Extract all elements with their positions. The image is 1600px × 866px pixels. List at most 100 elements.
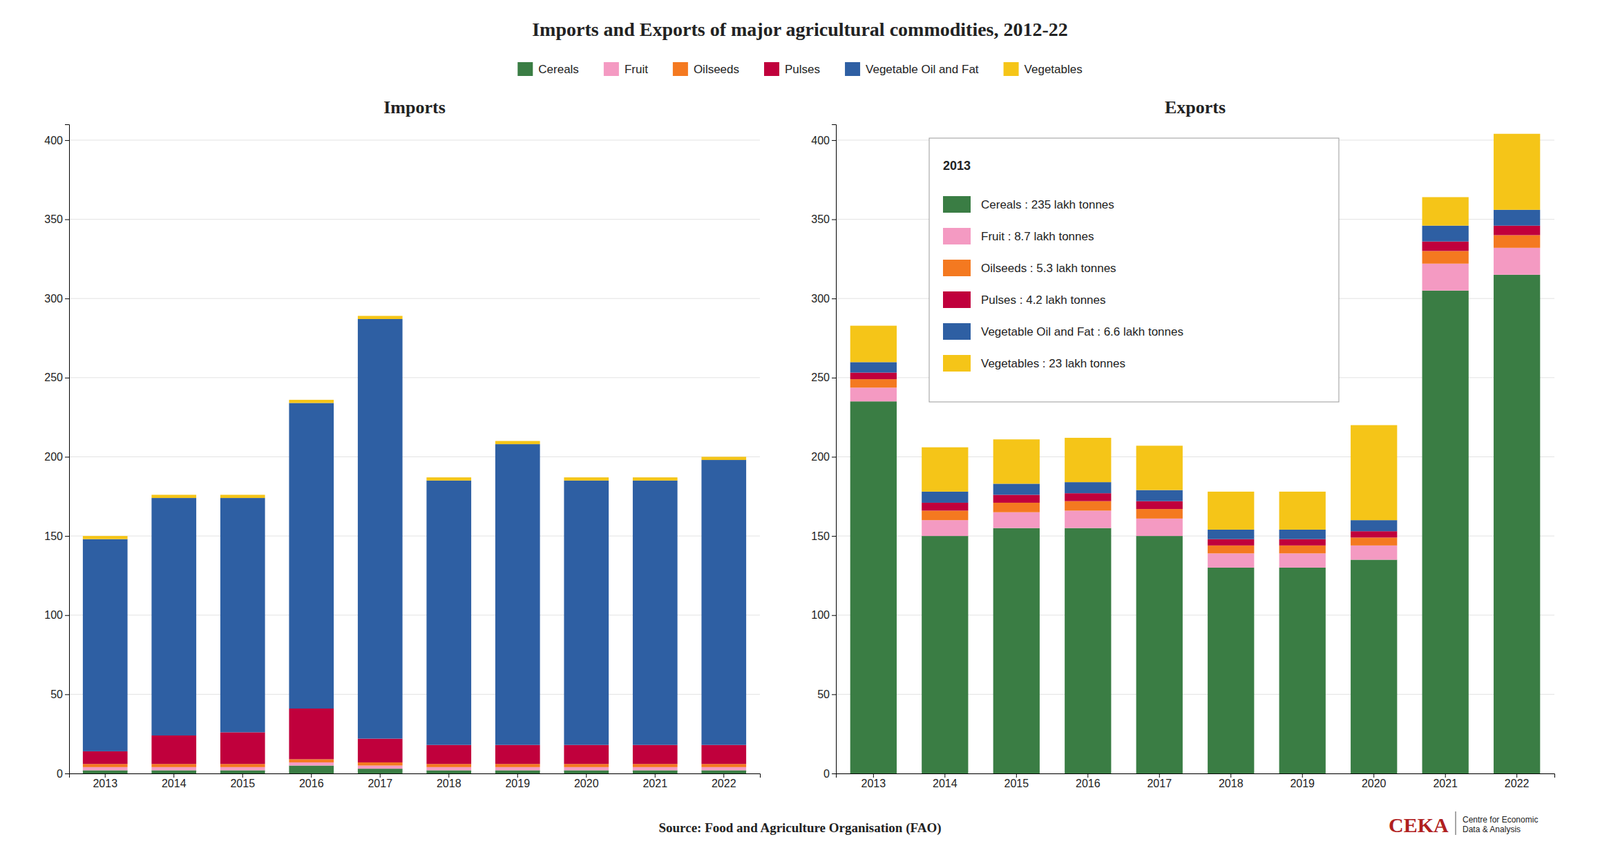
y-tick: 250	[811, 371, 836, 384]
bar	[151, 494, 197, 499]
bar	[563, 745, 609, 765]
legend-label: Oilseeds	[693, 62, 740, 76]
y-tick-mark	[831, 694, 836, 695]
legend: CerealsFruitOilseedsPulsesVegetable Oil …	[517, 62, 1082, 76]
bar	[288, 759, 334, 763]
annotation-item: Vegetables : 23 lakh tonnes	[981, 357, 1126, 371]
legend-item: Pulses	[764, 62, 821, 76]
bar	[632, 745, 678, 765]
bar	[701, 745, 747, 765]
y-tick-label: 350	[811, 213, 830, 226]
bar	[1350, 425, 1397, 521]
x-tick-label: 2019	[1289, 777, 1315, 790]
y-tick: 150	[811, 530, 836, 543]
bar	[357, 739, 403, 763]
legend-item: Oilseeds	[672, 62, 740, 76]
x-tick-label: 2015	[230, 777, 255, 790]
x-tick: 2022	[1504, 773, 1530, 790]
y-tick-label: 50	[50, 688, 63, 701]
y-tick-label: 400	[44, 134, 63, 147]
bar	[1207, 539, 1254, 546]
y-tick: 0	[823, 768, 836, 780]
bar	[993, 512, 1040, 529]
bar	[495, 745, 541, 765]
y-tick: 400	[44, 134, 70, 147]
x-tick-label: 2017	[367, 777, 393, 790]
legend-label: Vegetables	[1024, 62, 1083, 76]
bar	[1136, 445, 1183, 490]
y-axis: 050100150200250300350400	[44, 125, 70, 780]
annotation-header: 2013	[943, 158, 971, 173]
y-tick-label: 50	[817, 688, 830, 701]
x-tick-label: 2014	[932, 777, 958, 790]
bar	[1422, 196, 1469, 226]
bar	[921, 502, 968, 511]
x-tick-mark	[654, 773, 656, 778]
bar	[151, 767, 197, 771]
x-tick-mark	[1230, 773, 1232, 778]
y-tick-label: 150	[811, 530, 830, 543]
y-tick-mark	[64, 298, 70, 300]
bar	[993, 502, 1040, 513]
y-tick-mark	[831, 140, 836, 141]
bar	[1350, 520, 1397, 532]
x-tick-label: 2018	[436, 777, 462, 790]
bar	[1350, 537, 1397, 546]
annotation-swatch	[943, 323, 971, 340]
annotation-box: 2013Cereals : 235 lakh tonnesFruit : 8.7…	[929, 138, 1339, 403]
bar	[563, 477, 609, 481]
bar	[1350, 531, 1397, 538]
logo: CEΚACentre for EconomicData & Analysis	[1388, 811, 1538, 837]
annotation-swatch	[943, 355, 971, 372]
y-tick-label: 400	[811, 134, 830, 147]
x-tick-label: 2018	[1218, 777, 1244, 790]
y-tick-label: 100	[44, 609, 63, 622]
bar	[1493, 225, 1540, 236]
bar	[850, 326, 897, 363]
bar	[288, 400, 334, 404]
bar	[220, 770, 266, 774]
bar	[426, 770, 472, 774]
bar	[495, 441, 541, 445]
x-tick-mark	[310, 773, 312, 778]
y-axis-line	[64, 125, 70, 775]
y-tick-mark	[64, 615, 70, 617]
bar	[1064, 528, 1111, 774]
bar	[1207, 529, 1254, 540]
x-tick: 2014	[161, 773, 187, 790]
grid-line	[69, 218, 760, 220]
legend-label: Vegetable Oil and Fat	[865, 62, 979, 76]
x-tick-label: 2022	[711, 777, 737, 790]
bar	[1279, 545, 1326, 554]
bar	[701, 460, 747, 746]
bar	[1136, 536, 1183, 774]
x-tick-label: 2020	[574, 777, 599, 790]
x-tick: 2021	[642, 773, 668, 790]
bar	[495, 764, 541, 768]
bar	[1207, 567, 1254, 774]
bar	[357, 315, 403, 320]
y-tick: 50	[817, 688, 836, 701]
bar	[1493, 134, 1540, 211]
bar	[632, 480, 678, 746]
y-tick: 100	[44, 609, 70, 622]
y-tick-label: 250	[811, 371, 830, 384]
bar	[701, 770, 747, 774]
x-tick: 2019	[505, 773, 530, 790]
x-tick: 2014	[932, 773, 958, 790]
bar	[288, 762, 334, 767]
grid-line	[69, 377, 760, 378]
bar	[426, 745, 472, 765]
x-tick-label: 2016	[1075, 777, 1101, 790]
x-tick: 2022	[711, 773, 737, 790]
bar	[82, 536, 128, 540]
y-axis-line	[831, 125, 837, 775]
x-tick-mark	[242, 773, 244, 778]
bar	[1136, 490, 1183, 502]
bar	[82, 770, 128, 774]
bar	[495, 767, 541, 771]
x-tick-label: 2019	[505, 777, 530, 790]
x-axis-line	[836, 774, 1556, 779]
panel: 0501001502002503003504002013201420152016…	[811, 97, 1555, 790]
panel: 0501001502002503003504002013201420152016…	[44, 97, 760, 790]
